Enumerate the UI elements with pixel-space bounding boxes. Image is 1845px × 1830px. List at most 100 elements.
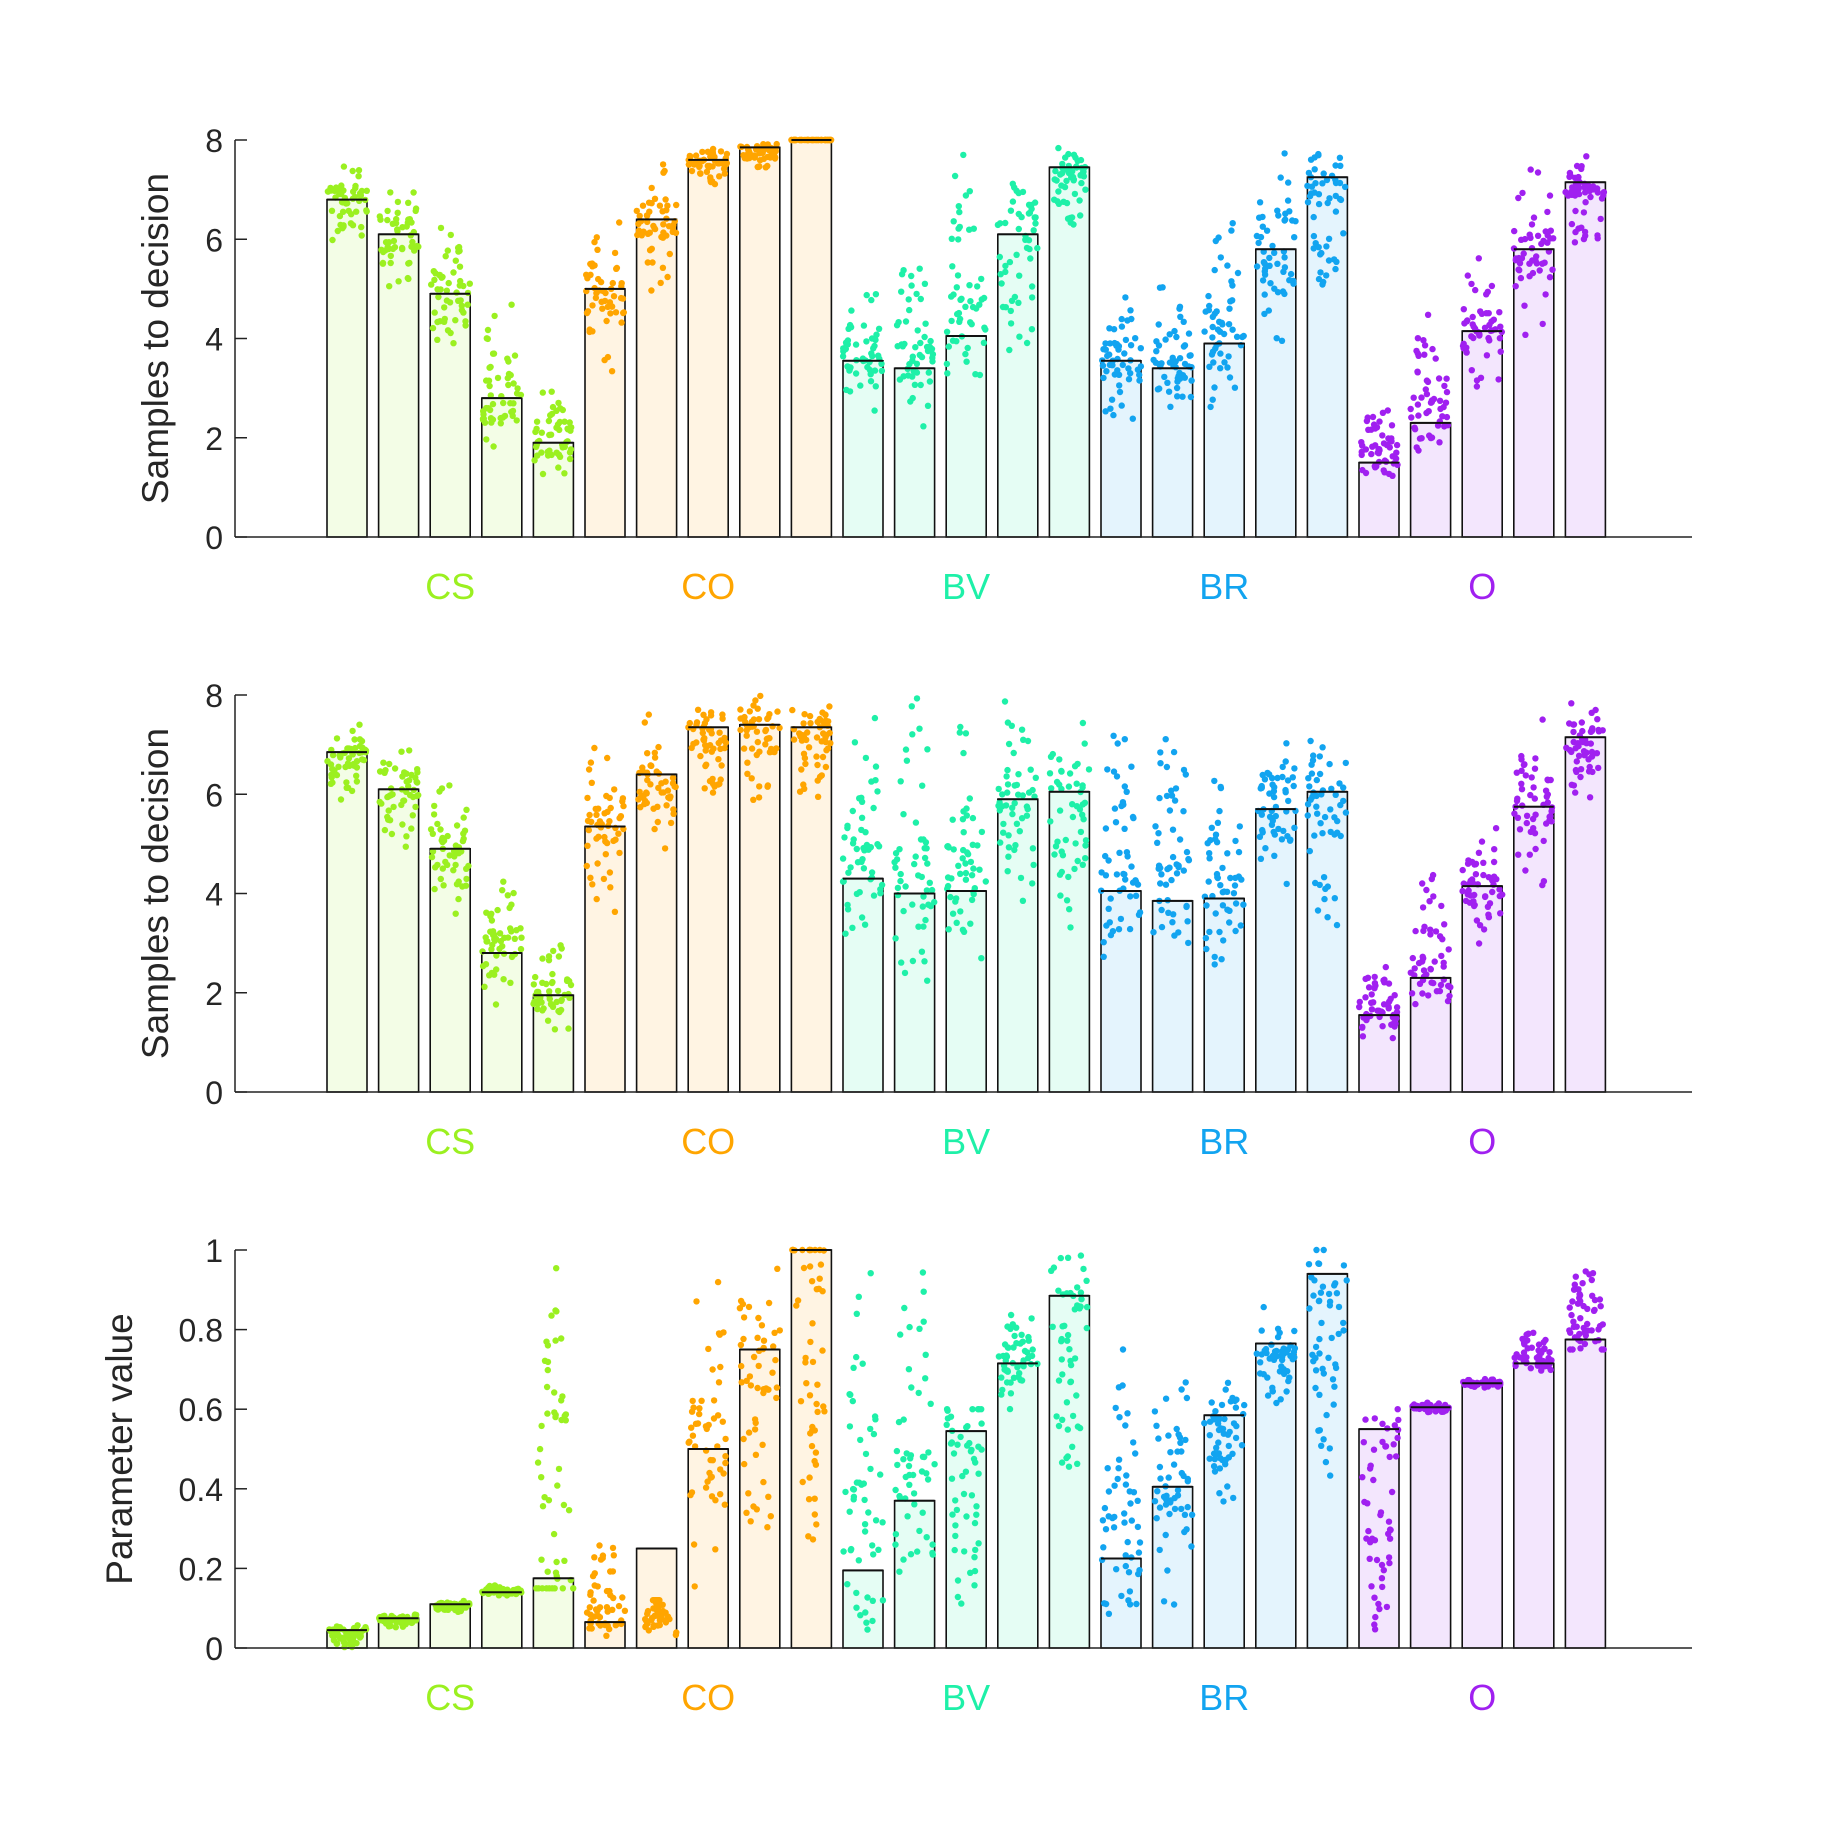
sample-dot bbox=[962, 876, 970, 883]
sample-dot bbox=[897, 870, 904, 878]
sample-dot bbox=[1472, 286, 1479, 294]
sample-dot bbox=[1178, 1448, 1185, 1455]
sample-dot bbox=[589, 302, 596, 309]
sample-dot bbox=[1002, 219, 1009, 227]
sample-dot bbox=[1178, 1505, 1185, 1513]
sample-dot bbox=[1380, 467, 1387, 474]
y-tick-label: 6 bbox=[205, 777, 223, 813]
sample-dot bbox=[877, 886, 884, 893]
sample-dot bbox=[1578, 165, 1585, 173]
sample-dot bbox=[556, 418, 564, 426]
sample-dot bbox=[387, 1622, 394, 1630]
sample-dot bbox=[1385, 1003, 1392, 1011]
sample-dot bbox=[1185, 330, 1193, 337]
sample-dot bbox=[912, 853, 919, 860]
sample-dot bbox=[504, 355, 511, 362]
sample-dot bbox=[1270, 1352, 1277, 1359]
sample-dot bbox=[1317, 269, 1324, 276]
sample-dot bbox=[1171, 797, 1179, 804]
sample-dot bbox=[773, 140, 780, 148]
sample-dot bbox=[1212, 910, 1219, 917]
sample-dot bbox=[1542, 291, 1549, 298]
sample-dot bbox=[1211, 961, 1218, 968]
sample-dot bbox=[1060, 198, 1067, 205]
sample-dot bbox=[1527, 234, 1534, 242]
sample-dot bbox=[586, 811, 593, 819]
sample-dot bbox=[353, 778, 361, 785]
sample-dot bbox=[1232, 1404, 1240, 1411]
sample-dot bbox=[664, 787, 672, 794]
sample-dot bbox=[814, 777, 821, 784]
sample-dot bbox=[957, 1433, 964, 1441]
sample-dot bbox=[1475, 255, 1483, 262]
sample-dot bbox=[546, 995, 553, 1003]
sample-dot bbox=[911, 860, 918, 868]
sample-dot bbox=[923, 1534, 930, 1541]
sample-dot bbox=[662, 196, 669, 203]
sample-dot bbox=[544, 1568, 551, 1575]
sample-dot bbox=[868, 869, 876, 876]
sample-dot bbox=[1123, 1472, 1130, 1479]
sample-dot bbox=[1334, 829, 1341, 836]
sample-dot bbox=[1119, 361, 1127, 369]
sample-dot bbox=[387, 259, 394, 267]
sample-dot bbox=[1154, 1488, 1161, 1495]
sample-dot bbox=[534, 1005, 541, 1013]
sample-dot bbox=[802, 760, 809, 768]
sample-dot bbox=[1482, 893, 1489, 900]
sample-dot bbox=[978, 275, 985, 283]
sample-dot bbox=[1128, 763, 1135, 770]
sample-dot bbox=[720, 165, 728, 172]
sample-dot bbox=[842, 345, 849, 353]
sample-dot bbox=[716, 173, 723, 180]
sample-dot bbox=[1211, 266, 1218, 274]
sample-dot bbox=[544, 1342, 552, 1349]
sample-dot bbox=[1002, 268, 1009, 276]
sample-dot bbox=[1391, 992, 1398, 999]
sample-dot bbox=[604, 808, 611, 815]
sample-dot bbox=[1598, 1346, 1606, 1353]
sample-dot bbox=[1308, 1274, 1315, 1281]
sample-dot bbox=[1208, 824, 1216, 831]
sample-dot bbox=[1136, 377, 1143, 384]
bar-CS-1 bbox=[326, 198, 368, 538]
sample-dot bbox=[1155, 321, 1162, 328]
sample-dot bbox=[653, 1612, 660, 1619]
sample-dot bbox=[638, 232, 645, 239]
sample-dot bbox=[1185, 855, 1192, 863]
sample-dot bbox=[1015, 299, 1022, 306]
sample-dot bbox=[1469, 313, 1476, 321]
dots-BV-1 bbox=[840, 1270, 887, 1633]
sample-dot bbox=[811, 1511, 818, 1518]
sample-dot bbox=[1170, 1461, 1178, 1468]
sample-dot bbox=[1268, 774, 1276, 782]
sample-dot bbox=[1029, 845, 1037, 852]
sample-dot bbox=[1473, 917, 1481, 924]
sample-dot bbox=[1240, 1410, 1247, 1418]
dots-O-2 bbox=[1407, 311, 1452, 454]
sample-dot bbox=[500, 399, 507, 407]
sample-dot bbox=[1581, 184, 1588, 191]
sample-dot bbox=[929, 358, 936, 365]
sample-dot bbox=[916, 725, 923, 732]
sample-dot bbox=[434, 336, 441, 343]
sample-dot bbox=[892, 935, 899, 942]
sample-dot bbox=[1074, 1302, 1081, 1309]
sample-dot bbox=[967, 1569, 974, 1577]
sample-dot bbox=[583, 862, 590, 870]
sample-dot bbox=[541, 1357, 549, 1365]
sample-dot bbox=[1379, 409, 1387, 416]
sample-dot bbox=[790, 736, 798, 743]
sample-dot bbox=[1332, 1361, 1339, 1368]
sample-dot bbox=[1258, 784, 1266, 791]
sample-dot bbox=[922, 320, 929, 327]
sample-dot bbox=[1110, 768, 1118, 775]
sample-dot bbox=[1287, 270, 1295, 278]
sample-dot bbox=[1326, 195, 1333, 202]
sample-dot bbox=[399, 245, 406, 253]
sample-dot bbox=[1162, 336, 1169, 343]
sample-dot bbox=[1316, 1335, 1323, 1343]
group-label-CS: CS bbox=[425, 1677, 475, 1718]
sample-dot bbox=[1118, 315, 1125, 323]
